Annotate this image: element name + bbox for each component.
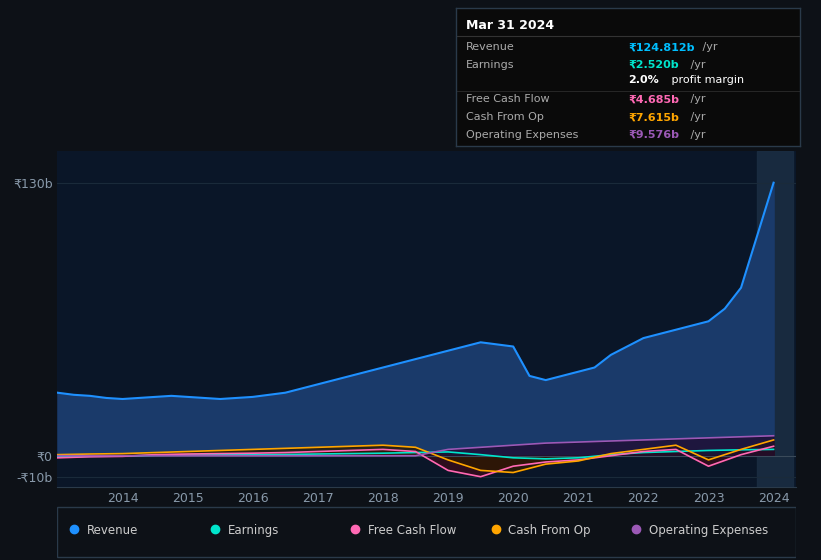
Text: Mar 31 2024: Mar 31 2024 [466,20,554,32]
Text: Free Cash Flow: Free Cash Flow [368,524,456,538]
Text: profit margin: profit margin [668,75,745,85]
Text: Operating Expenses: Operating Expenses [649,524,768,538]
Text: Earnings: Earnings [227,524,279,538]
Text: Cash From Op: Cash From Op [466,112,544,122]
Text: Cash From Op: Cash From Op [508,524,590,538]
Text: Earnings: Earnings [466,60,515,70]
Text: /yr: /yr [687,112,705,122]
Text: Free Cash Flow: Free Cash Flow [466,95,549,104]
Text: ₹7.615b: ₹7.615b [628,112,679,122]
Text: Revenue: Revenue [466,43,515,52]
Text: ₹9.576b: ₹9.576b [628,130,679,140]
Text: 2.0%: 2.0% [628,75,658,85]
Text: /yr: /yr [687,60,705,70]
Text: Revenue: Revenue [87,524,139,538]
Bar [757,151,793,487]
Text: ₹4.685b: ₹4.685b [628,95,679,104]
Text: /yr: /yr [687,95,705,104]
Text: /yr: /yr [699,43,718,52]
Text: /yr: /yr [687,130,705,140]
Text: ₹2.520b: ₹2.520b [628,60,679,70]
Text: ₹124.812b: ₹124.812b [628,43,695,52]
Text: Operating Expenses: Operating Expenses [466,130,578,140]
